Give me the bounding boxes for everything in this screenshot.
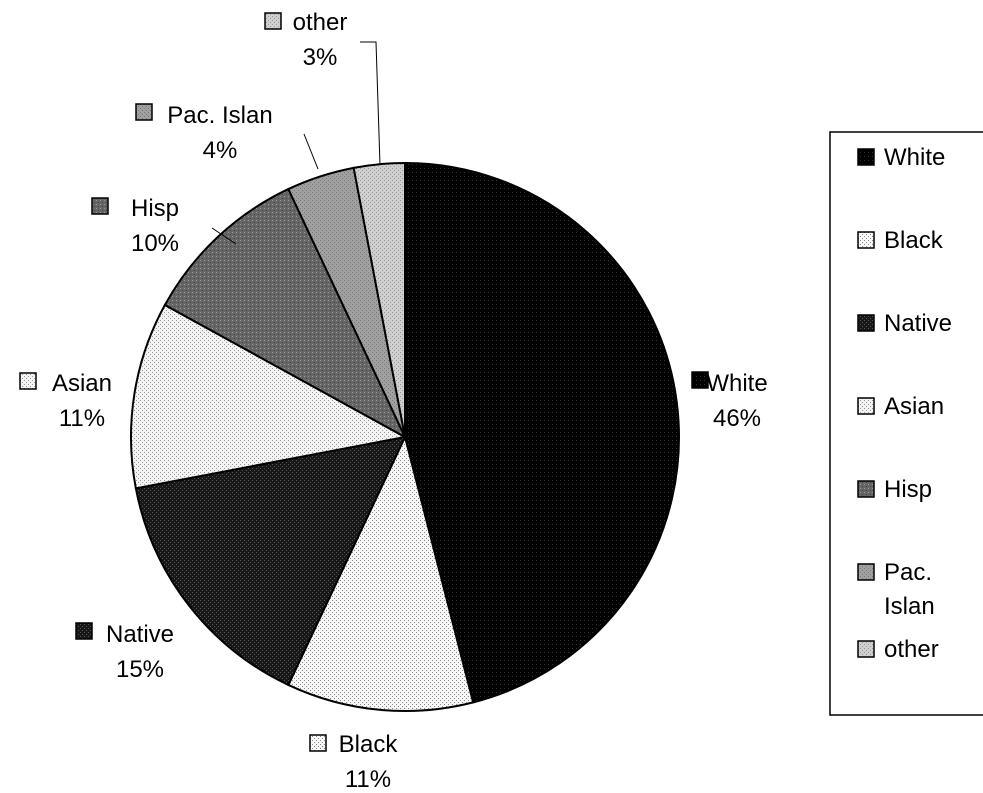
slice-label-name-hisp: Hisp (131, 195, 179, 222)
slice-label-value-hisp: 10% (131, 230, 179, 257)
slice-native (134, 435, 407, 687)
slice-label-swatch-asian (19, 372, 37, 390)
slice-label-name-black: Black (339, 731, 399, 758)
legend-label-hisp: Hisp (884, 476, 932, 503)
slice-white (404, 161, 680, 704)
legend-label-white: White (884, 144, 945, 171)
legend-swatch-other (857, 640, 875, 658)
legend-swatch-asian (857, 397, 875, 415)
legend-box (829, 131, 983, 716)
legend-swatch-hisp (857, 480, 875, 498)
slice-label-value-black: 11% (345, 766, 391, 793)
slice-label-swatch-pac-islan (135, 103, 153, 121)
legend-label-pac-islan: Pac. Islan (884, 559, 935, 620)
slice-black (287, 434, 475, 712)
slice-label-value-asian: 11% (59, 405, 105, 432)
legend-swatch-white (857, 148, 875, 166)
legend-label-native: Native (884, 310, 952, 337)
legend-swatch-pac-islan (857, 563, 875, 581)
slice-hisp (163, 187, 408, 440)
slice-label-swatch-white (691, 371, 709, 389)
slice-labels: White 46% Black 11% Native 15% Asian 11% Hisp 10%… (19, 9, 768, 793)
leader-line-hisp (211, 227, 237, 245)
legend-swatch-native (857, 314, 875, 332)
slice-label-value-native: 15% (116, 656, 164, 683)
legend-label-black: Black (884, 227, 944, 254)
leader-line-pac-islan (303, 133, 319, 170)
legend-label-asian: Asian (884, 393, 944, 420)
legend-label-other: other (884, 636, 939, 663)
slice-label-value-pac-islan: 4% (203, 137, 238, 164)
leader-line-other (360, 41, 381, 166)
slice-label-name-pac-islan: Pac. Islan (167, 102, 272, 129)
legend-swatch-black (857, 231, 875, 249)
slice-label-swatch-black (309, 734, 327, 752)
slice-label-name-other: other (293, 9, 348, 36)
slice-label-swatch-hisp (91, 197, 109, 215)
slice-label-name-white: White (706, 370, 767, 397)
slice-label-name-native: Native (106, 621, 174, 648)
slice-other (352, 161, 406, 438)
legend: White Black Native Asian Hisp Pac. Islan other (829, 131, 983, 716)
slice-label-swatch-native (75, 622, 93, 640)
slice-label-value-other: 3% (303, 44, 338, 71)
leader-lines (211, 41, 381, 245)
pie-slices (130, 161, 680, 712)
slice-label-swatch-other (264, 12, 282, 30)
slice-label-name-asian: Asian (52, 370, 112, 397)
slice-asian (130, 303, 408, 490)
slice-label-value-white: 46% (713, 405, 761, 432)
